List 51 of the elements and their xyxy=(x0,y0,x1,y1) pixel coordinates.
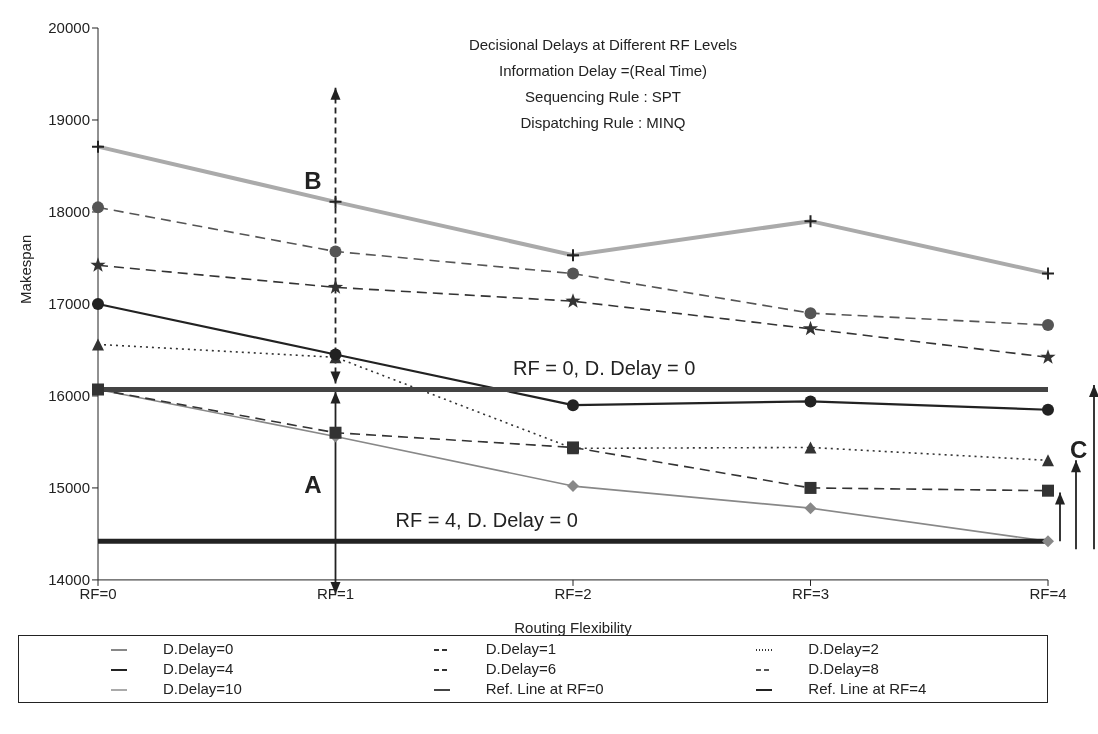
y-tick-label: 15000 xyxy=(48,479,90,497)
legend-label: Ref. Line at RF=0 xyxy=(485,679,604,697)
annotation: A xyxy=(304,470,322,498)
text: Information Delay =(Real Time) Sequencing Rule : SPT Dispatching Rule : MINQ xyxy=(499,62,707,131)
x-tick-label: RF=1 xyxy=(316,584,355,602)
y-tick-label: 16000 xyxy=(48,387,90,405)
point xyxy=(804,481,817,494)
legend-label: D.Delay=8 xyxy=(808,659,879,677)
annotation: RF = 0, D. Delay = 0 xyxy=(513,357,696,380)
point xyxy=(567,399,579,412)
point xyxy=(327,279,344,294)
point xyxy=(1042,403,1054,416)
annotation: B xyxy=(304,166,322,194)
legend-label: D.Delay=1 xyxy=(485,639,557,657)
point xyxy=(92,297,104,310)
point xyxy=(90,257,106,272)
legend-label: D.Delay=0 xyxy=(163,639,234,657)
legend-label: D.Delay=6 xyxy=(485,659,557,677)
point xyxy=(329,426,342,439)
point xyxy=(329,245,342,258)
y-tick-label: 20000 xyxy=(48,19,90,37)
y-tick-label: 17000 xyxy=(48,295,90,313)
point xyxy=(1042,484,1054,497)
legend-label: D.Delay=2 xyxy=(808,639,879,657)
point xyxy=(565,293,581,308)
point xyxy=(802,320,819,336)
y-tick-label: 18000 xyxy=(48,203,90,221)
x-tick-label: RF=2 xyxy=(554,584,592,602)
annotation: RF = 4, D. Delay = 0 xyxy=(395,509,578,532)
point xyxy=(92,338,104,351)
point xyxy=(804,502,817,515)
x-axis-title: Routing Flexibility xyxy=(514,618,633,636)
legend-label: D.Delay=4 xyxy=(163,659,234,677)
text: C xyxy=(1070,436,1088,464)
x-tick-label: RF=3 xyxy=(791,584,830,602)
point xyxy=(567,480,579,493)
point xyxy=(804,395,817,408)
point xyxy=(1040,349,1056,364)
point xyxy=(1042,319,1054,332)
y-axis-title: Makespan xyxy=(17,234,35,304)
legend-label: D.Delay=10 xyxy=(163,679,242,697)
legend-label: Ref. Line at RF=4 xyxy=(808,679,927,697)
text: Decisional Delays at Different RF Levels xyxy=(468,36,738,53)
point xyxy=(567,267,579,280)
point xyxy=(92,201,104,214)
point xyxy=(804,307,817,320)
point xyxy=(1042,454,1054,467)
y-tick-label: 19000 xyxy=(48,111,90,129)
point xyxy=(1042,535,1054,548)
x-tick-label: RF=4 xyxy=(1029,584,1067,602)
point xyxy=(804,441,817,454)
